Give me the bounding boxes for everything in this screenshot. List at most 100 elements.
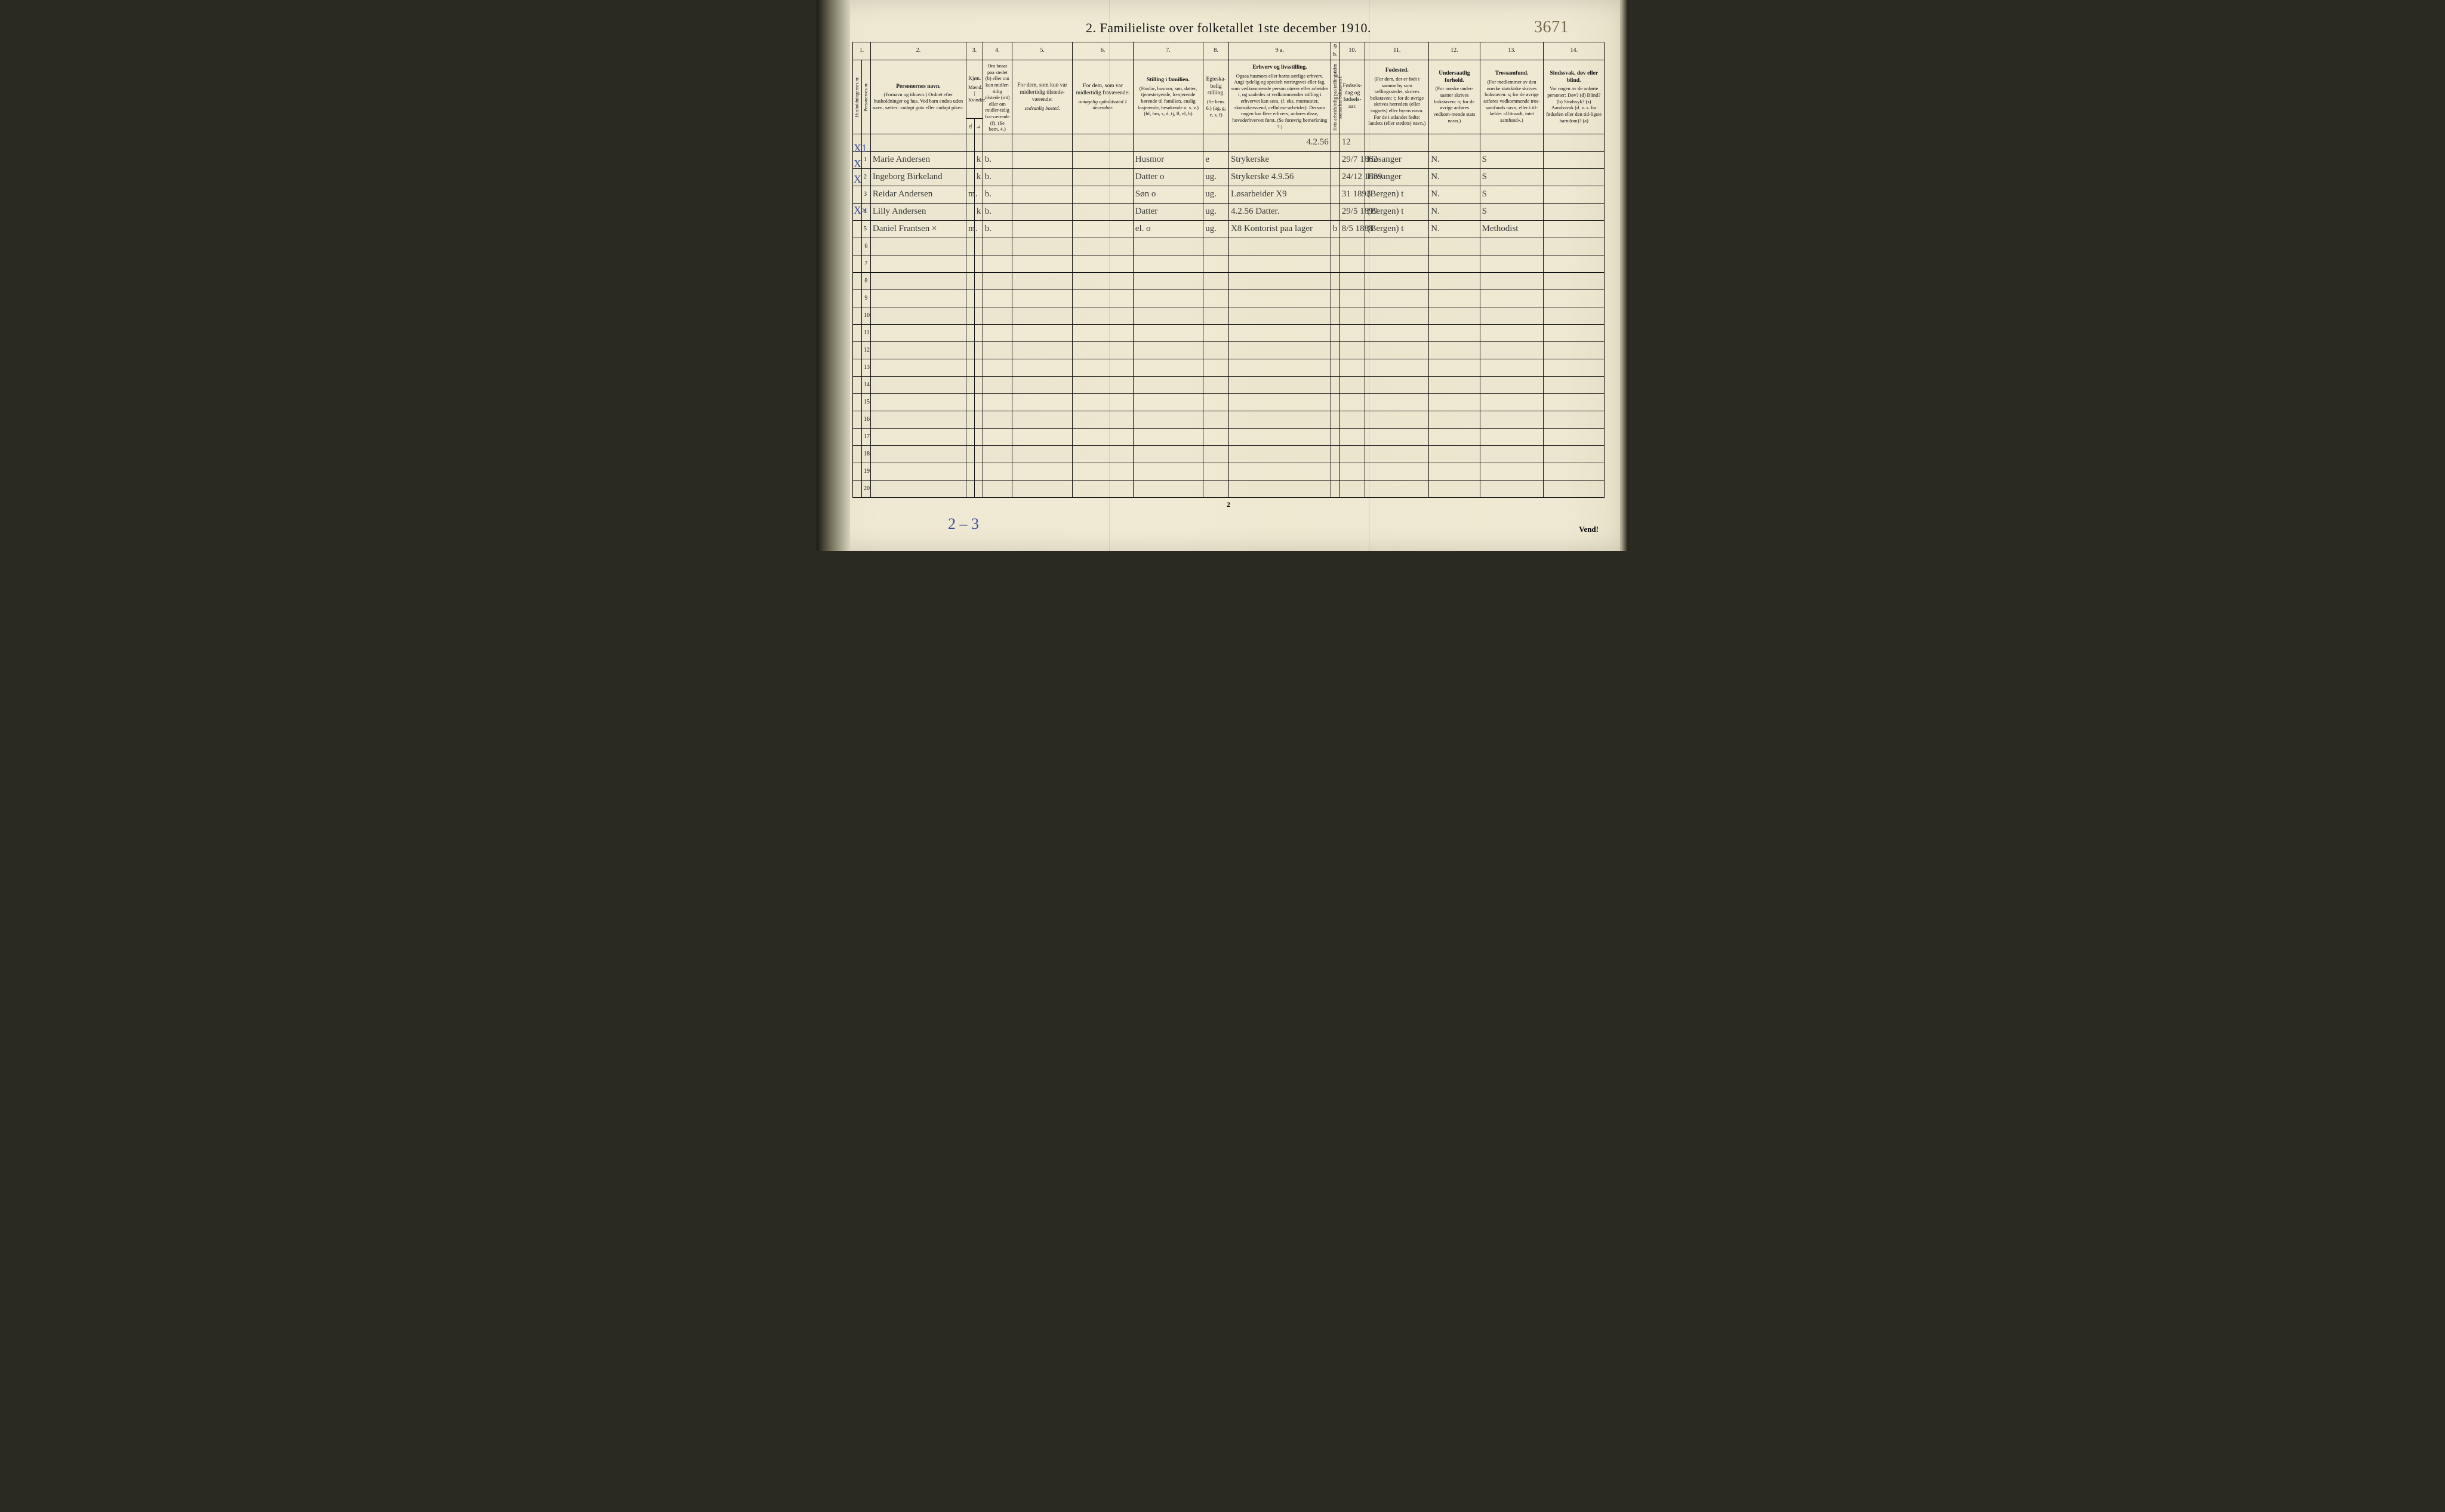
cell-sex-k: k xyxy=(974,168,983,186)
cell-temp-absent xyxy=(1073,220,1133,238)
table-row: 2Ingeborg Birkelandkb.Datter oug.Stryker… xyxy=(853,168,1605,186)
colnum: 9 b. xyxy=(1331,42,1339,60)
column-header-row: Husholdningernes nr. Personernes nr. Per… xyxy=(853,60,1605,119)
turn-page-label: Vend! xyxy=(1579,525,1599,534)
colnum: 3. xyxy=(966,42,983,60)
table-row-blank: 13 xyxy=(853,359,1605,376)
cell-unemployed: b xyxy=(1331,220,1339,238)
table-row: 5Daniel Frantsen ×m.b.el. oug.X8 Kontori… xyxy=(853,220,1605,238)
margin-mark: X× xyxy=(854,204,867,217)
table-row-blank: 8 xyxy=(853,272,1605,290)
cell-disability xyxy=(1544,168,1605,186)
cell-nationality: N. xyxy=(1429,203,1480,220)
col-temp-present: For dem, som kun var midlertidig tilsted… xyxy=(1012,60,1072,134)
table-header: 1. 2. 3. 4. 5. 6. 7. 8. 9 a. 9 b. 10. 11… xyxy=(853,42,1605,134)
col-occupation: Erhverv og livsstilling. Ogsaa husmors e… xyxy=(1228,60,1331,134)
cell-religion: Methodist xyxy=(1480,220,1544,238)
table-body: 4.2.56121Marie Andersenkb.HusmoreStryker… xyxy=(853,134,1605,497)
cell-sex-m xyxy=(966,203,975,220)
colnum: 4. xyxy=(983,42,1012,60)
cell-birthplace: Hosanger xyxy=(1365,168,1429,186)
col-household-no: Husholdningernes nr. xyxy=(853,60,862,134)
birthplace-col-annotation: 12 xyxy=(1339,134,1365,151)
colnum: 6. xyxy=(1073,42,1133,60)
cell-temp-absent xyxy=(1073,151,1133,168)
cell-temp-absent xyxy=(1073,203,1133,220)
colnum: 7. xyxy=(1133,42,1203,60)
cell-person-no: 12 xyxy=(861,341,870,359)
binding-edge xyxy=(817,0,850,551)
footer-page-number: 2 xyxy=(852,500,1605,509)
cell-person-no: 7 xyxy=(861,255,870,272)
cell-name: Lilly Andersen xyxy=(870,203,966,220)
page-title: 2. Familieliste over folketallet 1ste de… xyxy=(1086,20,1371,35)
cell-disability xyxy=(1544,151,1605,168)
margin-mark: X xyxy=(854,173,861,186)
cell-occupation: Strykerske 4.9.56 xyxy=(1228,168,1331,186)
col-sex-k: k. xyxy=(974,119,983,134)
table-row-blank: 17 xyxy=(853,428,1605,445)
cell-disability xyxy=(1544,203,1605,220)
colnum: 9 a. xyxy=(1228,42,1331,60)
colnum: 1. xyxy=(853,42,871,60)
table-row-blank: 18 xyxy=(853,445,1605,463)
cell-residence: b. xyxy=(983,186,1012,203)
cell-marital: ug. xyxy=(1203,203,1229,220)
occupation-annotation: 4.2.56 xyxy=(1228,134,1331,151)
table-row-blank: 7 xyxy=(853,255,1605,272)
cell-dob: 29/5 1899 xyxy=(1339,203,1365,220)
cell-nationality: N. xyxy=(1429,220,1480,238)
table-row-blank: 14 xyxy=(853,376,1605,393)
cell-occupation: X8 Kontorist paa lager xyxy=(1228,220,1331,238)
table-row-blank: 9 xyxy=(853,290,1605,307)
cell-marital: ug. xyxy=(1203,186,1229,203)
cell-person-no: 10 xyxy=(861,307,870,324)
cell-unemployed xyxy=(1331,203,1339,220)
col-sex: Kjøn. Mænd. | Kvinder. xyxy=(966,60,983,119)
colnum: 5. xyxy=(1012,42,1072,60)
census-table: 1. 2. 3. 4. 5. 6. 7. 8. 9 a. 9 b. 10. 11… xyxy=(852,42,1605,498)
cell-occupation: Løsarbeider X9 xyxy=(1228,186,1331,203)
colnum: 8. xyxy=(1203,42,1229,60)
cell-birthplace: Hosanger xyxy=(1365,151,1429,168)
page-edge-right xyxy=(1620,0,1628,551)
col-residence-status: Om bosat paa stedet (b) eller om kun mid… xyxy=(983,60,1012,134)
cell-person-no: 16 xyxy=(861,411,870,428)
page-fold xyxy=(1109,0,1110,551)
cell-dob: 29/7 1862 xyxy=(1339,151,1365,168)
cell-person-no: 18 xyxy=(861,445,870,463)
cell-temp-absent xyxy=(1073,186,1133,203)
cell-marital: ug. xyxy=(1203,220,1229,238)
col-nationality: Undersaatlig forhold. (For norske under-… xyxy=(1429,60,1480,134)
cell-marital: ug. xyxy=(1203,168,1229,186)
margin-mark: X xyxy=(854,158,861,170)
cell-person-no: 3 xyxy=(861,186,870,203)
col-birthplace: Fødested. (For dem, der er født i samme … xyxy=(1365,60,1429,134)
cell-temp-present xyxy=(1012,168,1072,186)
table-row-blank: 11 xyxy=(853,324,1605,341)
cell-dob: 31 1893 xyxy=(1339,186,1365,203)
cell-temp-present xyxy=(1012,151,1072,168)
cell-sex-m: m. xyxy=(966,186,975,203)
col-name: Personernes navn. (Fornavn og tilnavn.) … xyxy=(870,60,966,134)
page-annotation-number: 3671 xyxy=(1534,18,1569,37)
cell-disability xyxy=(1544,220,1605,238)
cell-residence: b. xyxy=(983,151,1012,168)
cell-person-no: 8 xyxy=(861,272,870,290)
col-sex-m: m. xyxy=(966,119,975,134)
cell-unemployed xyxy=(1331,186,1339,203)
cell-religion: S xyxy=(1480,203,1544,220)
margin-mark: X1 xyxy=(854,142,867,155)
cell-family-position: Datter xyxy=(1133,203,1203,220)
cell-person-no: 13 xyxy=(861,359,870,376)
cell-birthplace: (Bergen) t xyxy=(1365,220,1429,238)
page-title-row: 2. Familieliste over folketallet 1ste de… xyxy=(852,20,1605,36)
cell-religion: S xyxy=(1480,186,1544,203)
cell-disability xyxy=(1544,186,1605,203)
col-family-position: Stilling i familien. (Husfar, husmor, sø… xyxy=(1133,60,1203,134)
cell-person-no: 6 xyxy=(861,238,870,255)
cell-household-no xyxy=(853,220,862,238)
footer-handwritten-annotation: 2 – 3 xyxy=(948,515,1605,533)
cell-name: Ingeborg Birkeland xyxy=(870,168,966,186)
cell-religion: S xyxy=(1480,168,1544,186)
